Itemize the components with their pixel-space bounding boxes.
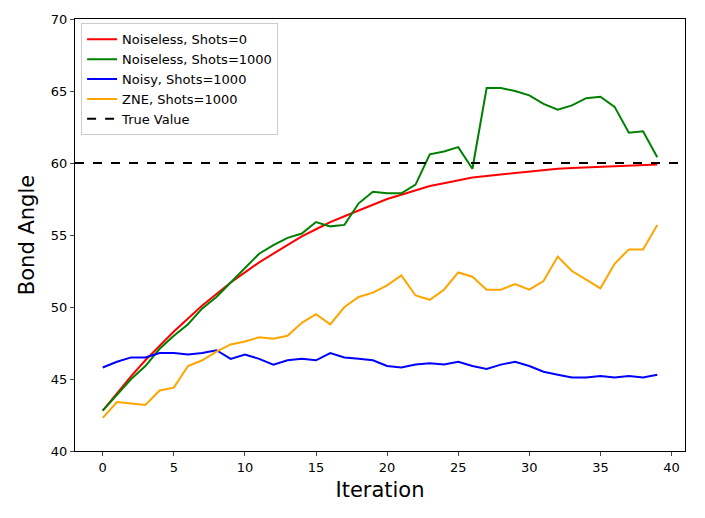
svg-text:55: 55 [51, 228, 68, 243]
svg-text:65: 65 [51, 84, 68, 99]
svg-text:Noiseless, Shots=1000: Noiseless, Shots=1000 [122, 52, 272, 67]
svg-text:ZNE, Shots=1000: ZNE, Shots=1000 [122, 92, 237, 107]
svg-text:45: 45 [51, 372, 68, 387]
svg-text:50: 50 [51, 300, 68, 315]
svg-text:Bond Angle: Bond Angle [15, 175, 39, 295]
svg-text:5: 5 [170, 460, 178, 475]
svg-text:0: 0 [99, 460, 107, 475]
svg-text:35: 35 [592, 460, 609, 475]
svg-text:60: 60 [51, 156, 68, 171]
svg-text:15: 15 [308, 460, 325, 475]
svg-text:30: 30 [521, 460, 538, 475]
svg-text:25: 25 [450, 460, 467, 475]
svg-text:Noiseless, Shots=0: Noiseless, Shots=0 [122, 32, 247, 47]
svg-text:Noisy, Shots=1000: Noisy, Shots=1000 [122, 72, 246, 87]
svg-text:20: 20 [379, 460, 396, 475]
svg-text:Iteration: Iteration [335, 478, 424, 502]
svg-text:True Value: True Value [121, 112, 189, 127]
svg-text:70: 70 [51, 12, 68, 27]
svg-text:40: 40 [663, 460, 680, 475]
svg-text:10: 10 [237, 460, 254, 475]
svg-text:40: 40 [51, 444, 68, 459]
